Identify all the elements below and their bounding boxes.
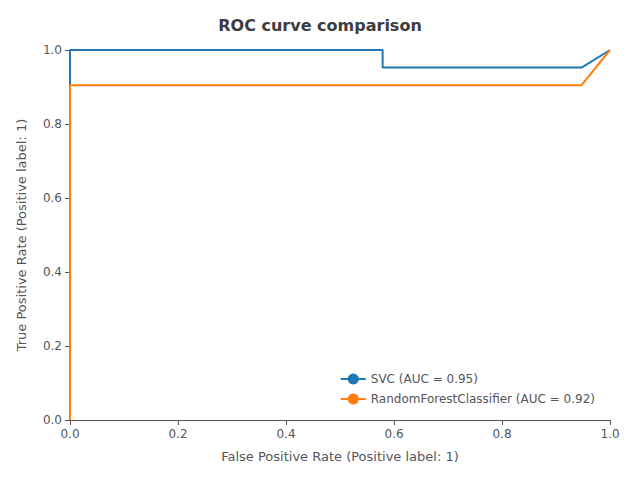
- svg-text:1.0: 1.0: [600, 427, 619, 441]
- svg-text:0.2: 0.2: [43, 339, 62, 353]
- svg-text:0.4: 0.4: [43, 265, 62, 279]
- svg-text:ROC curve comparison: ROC curve comparison: [218, 16, 422, 35]
- svg-text:0.8: 0.8: [43, 117, 62, 131]
- svg-text:RandomForestClassifier (AUC =: RandomForestClassifier (AUC = 0.92): [371, 392, 595, 406]
- svg-text:1.0: 1.0: [43, 43, 62, 57]
- svg-text:SVC (AUC = 0.95): SVC (AUC = 0.95): [371, 372, 478, 386]
- svg-text:0.0: 0.0: [43, 413, 62, 427]
- svg-text:False Positive Rate (Positive: False Positive Rate (Positive label: 1): [221, 449, 459, 464]
- svg-text:0.2: 0.2: [168, 427, 187, 441]
- svg-text:0.8: 0.8: [492, 427, 511, 441]
- svg-text:0.6: 0.6: [384, 427, 403, 441]
- svg-text:0.4: 0.4: [276, 427, 295, 441]
- svg-text:0.6: 0.6: [43, 191, 62, 205]
- svg-text:0.0: 0.0: [60, 427, 79, 441]
- svg-text:True Positive Rate (Positive l: True Positive Rate (Positive label: 1): [14, 119, 29, 353]
